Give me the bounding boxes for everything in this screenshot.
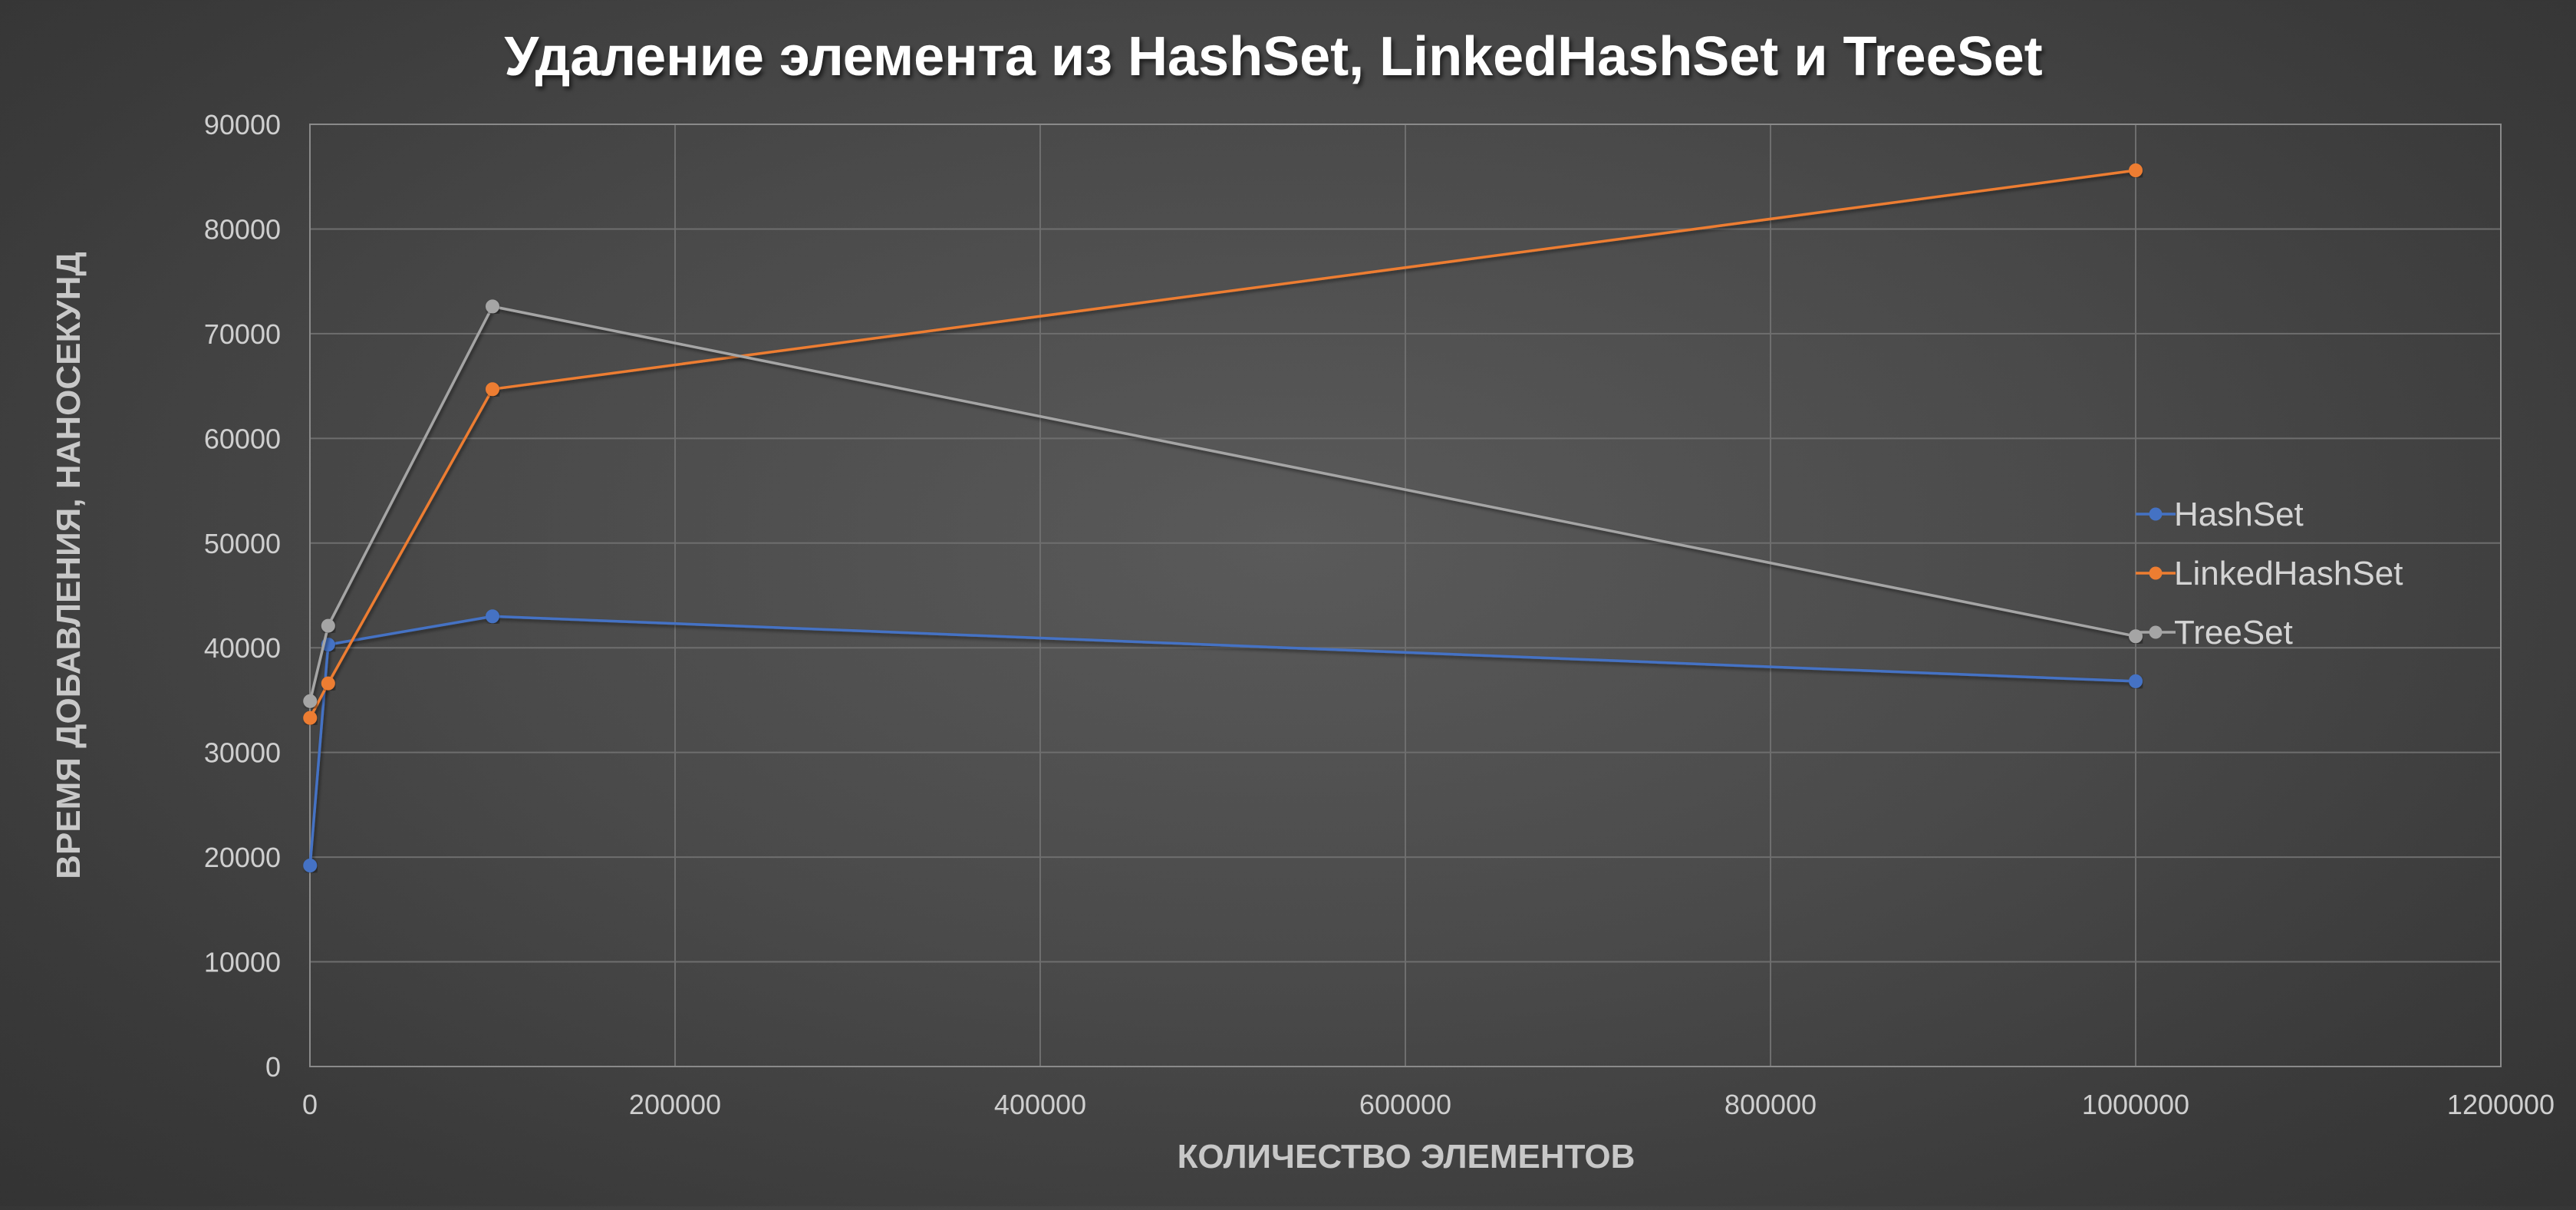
legend-marker-icon xyxy=(2149,566,2163,580)
legend-item: TreeSet xyxy=(2136,614,2293,651)
x-tick-label: 400000 xyxy=(994,1089,1086,1120)
legend-marker-icon xyxy=(2149,625,2163,639)
data-point xyxy=(321,618,335,633)
data-point xyxy=(303,859,318,873)
data-point xyxy=(2129,163,2143,178)
x-tick-label: 800000 xyxy=(1724,1089,1817,1120)
y-tick-label: 10000 xyxy=(204,947,281,978)
data-point xyxy=(303,694,318,708)
y-tick-label: 0 xyxy=(265,1051,281,1083)
x-axis-title: КОЛИЧЕСТВО ЭЛЕМЕНТОВ xyxy=(1178,1138,1636,1175)
x-tick-label: 1200000 xyxy=(2447,1089,2555,1120)
chart-title: Удаление элемента из HashSet, LinkedHash… xyxy=(504,26,2042,87)
x-tick-label: 200000 xyxy=(629,1089,721,1120)
y-tick-label: 80000 xyxy=(204,213,281,245)
series-line xyxy=(308,169,2136,719)
legend-label: LinkedHashSet xyxy=(2174,555,2403,592)
plot-area-border xyxy=(309,124,2502,1067)
y-tick-label: 60000 xyxy=(204,423,281,454)
data-point xyxy=(303,711,318,725)
y-tick-label: 90000 xyxy=(204,109,281,140)
data-point xyxy=(486,299,499,314)
legend-label: HashSet xyxy=(2174,496,2304,533)
series-line xyxy=(308,615,2136,866)
data-point xyxy=(321,676,335,691)
y-tick-label: 50000 xyxy=(204,528,281,559)
legend-item: LinkedHashSet xyxy=(2136,555,2403,592)
legend-label: TreeSet xyxy=(2174,614,2293,651)
y-tick-label: 70000 xyxy=(204,318,281,350)
data-point xyxy=(486,382,499,397)
legend-item: HashSet xyxy=(2136,496,2304,533)
data-point xyxy=(486,609,499,624)
series-line xyxy=(308,305,2136,702)
series-hashset xyxy=(303,609,2143,873)
legend-marker-icon xyxy=(2149,507,2163,521)
data-point xyxy=(2129,674,2143,688)
y-tick-label: 40000 xyxy=(204,632,281,664)
y-tick-label: 20000 xyxy=(204,842,281,873)
series-linkedhashset xyxy=(303,163,2143,725)
x-tick-label: 0 xyxy=(302,1089,318,1120)
gridlines xyxy=(309,124,2502,1067)
x-tick-label: 600000 xyxy=(1359,1089,1451,1120)
y-axis-title: ВРЕМЯ ДОБАВЛЕНИЯ, НАНОСЕКУНД xyxy=(50,252,87,879)
legend: HashSet LinkedHashSet TreeSet xyxy=(2136,496,2403,651)
series-lines xyxy=(303,163,2143,873)
x-tick-label: 1000000 xyxy=(2082,1089,2189,1120)
y-tick-label: 30000 xyxy=(204,737,281,769)
series-treeset xyxy=(303,299,2143,708)
axes: 0 10000 20000 30000 40000 50000 60000 70000 8000… xyxy=(204,109,2555,1120)
